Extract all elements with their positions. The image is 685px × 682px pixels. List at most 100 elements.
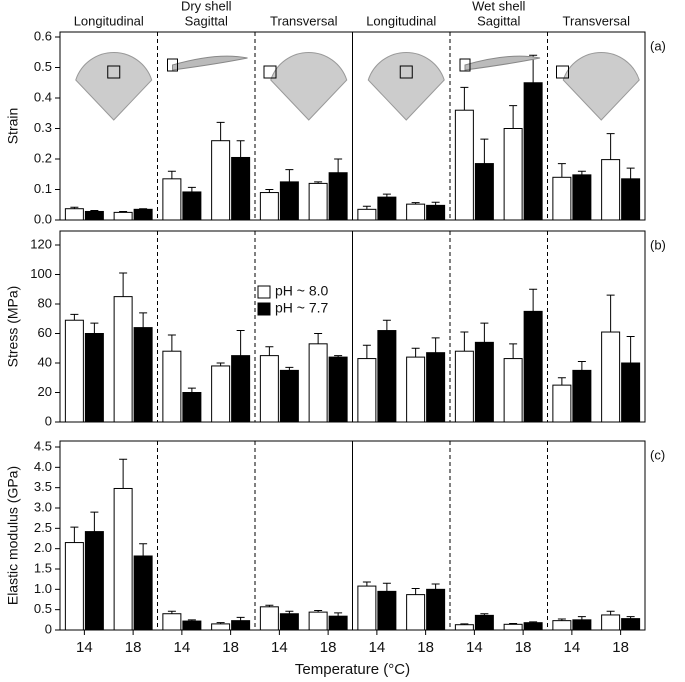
bar xyxy=(231,156,251,221)
bar xyxy=(572,174,592,221)
y-tick-label: 0 xyxy=(45,621,52,636)
error-bar xyxy=(90,511,99,532)
error-bar xyxy=(411,347,420,358)
error-bar xyxy=(362,344,371,359)
error-bar xyxy=(216,362,225,366)
supergroup-label: Dry shell xyxy=(181,0,232,13)
error-bar xyxy=(90,322,99,334)
shell-marker xyxy=(459,58,471,72)
bar xyxy=(113,487,133,631)
bar xyxy=(503,128,523,221)
error-bar xyxy=(626,616,635,619)
bar xyxy=(182,620,202,631)
error-bar xyxy=(236,330,245,356)
error-bar xyxy=(606,610,615,615)
error-bar xyxy=(187,619,196,622)
bar xyxy=(474,341,494,423)
error-bar xyxy=(314,333,323,344)
error-bar xyxy=(626,335,635,363)
y-tick-label: 3.5 xyxy=(34,479,52,494)
shell-marker xyxy=(556,65,569,79)
bar xyxy=(454,109,474,221)
bar xyxy=(523,622,543,631)
error-bar xyxy=(285,610,294,614)
error-bar xyxy=(557,377,566,386)
error-bar xyxy=(460,623,469,625)
bar xyxy=(552,176,572,221)
x-tick-label: 14 xyxy=(369,639,386,656)
bar xyxy=(357,208,377,221)
error-bar xyxy=(362,581,371,587)
y-tick-label: 2.0 xyxy=(34,540,52,555)
bar xyxy=(328,172,348,221)
bar xyxy=(259,192,279,221)
bar xyxy=(523,82,543,221)
y-tick-label: 80 xyxy=(38,295,52,310)
error-bar xyxy=(334,158,343,173)
y-axis-label: Elastic modulus (GPa) xyxy=(5,466,21,605)
x-tick-label: 18 xyxy=(515,639,532,656)
shell-sketch xyxy=(75,51,153,121)
error-bar xyxy=(265,604,274,607)
y-tick-label: 2.5 xyxy=(34,520,52,535)
bar xyxy=(259,355,279,423)
bar xyxy=(64,208,84,221)
error-bar xyxy=(265,189,274,193)
error-bar xyxy=(167,610,176,614)
bar xyxy=(211,365,231,423)
group-label: Longitudinal xyxy=(366,13,436,28)
error-bar xyxy=(626,167,635,179)
error-bar xyxy=(509,622,518,625)
x-tick-label: 14 xyxy=(174,639,191,656)
error-bar xyxy=(529,54,538,83)
y-tick-label: 0.2 xyxy=(34,150,52,165)
bar xyxy=(426,204,446,221)
y-tick-label: 0.5 xyxy=(34,59,52,74)
error-bar xyxy=(70,206,79,209)
legend-swatch xyxy=(257,285,271,299)
error-bar xyxy=(216,121,225,141)
bar xyxy=(552,384,572,423)
error-bar xyxy=(119,272,128,297)
y-tick-label: 4.5 xyxy=(34,438,52,453)
y-tick-label: 120 xyxy=(30,236,52,251)
error-bar xyxy=(216,622,225,624)
shell-sketch xyxy=(367,51,445,121)
error-bar xyxy=(382,319,391,331)
panel-label: (b) xyxy=(650,237,666,252)
error-bar xyxy=(480,613,489,616)
bar xyxy=(328,356,348,423)
error-bar xyxy=(431,583,440,590)
error-bar xyxy=(577,361,586,371)
legend-label: pH ~ 7.7 xyxy=(275,300,329,316)
bar xyxy=(133,208,153,221)
y-axis-label: Strain xyxy=(5,108,21,145)
shell-sketch xyxy=(464,55,541,71)
error-bar xyxy=(236,140,245,158)
bar xyxy=(182,392,202,423)
legend-label: pH ~ 8.0 xyxy=(275,283,329,299)
bar xyxy=(279,369,299,423)
error-bar xyxy=(119,458,128,489)
x-tick-label: 18 xyxy=(222,639,239,656)
error-bar xyxy=(460,86,469,111)
bar xyxy=(162,613,182,631)
y-tick-label: 3.0 xyxy=(34,499,52,514)
bar xyxy=(279,181,299,221)
bar xyxy=(113,296,133,423)
error-bar xyxy=(70,313,79,321)
bar xyxy=(357,585,377,631)
shell-marker xyxy=(263,65,277,79)
bar xyxy=(406,356,426,423)
panel-label: (a) xyxy=(650,38,666,53)
error-bar xyxy=(606,133,615,160)
bar xyxy=(406,203,426,221)
y-tick-label: 0.5 xyxy=(34,601,52,616)
y-tick-label: 0.4 xyxy=(34,89,52,104)
y-tick-label: 0.3 xyxy=(34,120,52,135)
group-label: Sagittal xyxy=(477,13,520,28)
panel-label: (c) xyxy=(650,447,665,462)
y-tick-label: 0.1 xyxy=(34,181,52,196)
y-tick-label: 1.5 xyxy=(34,560,52,575)
